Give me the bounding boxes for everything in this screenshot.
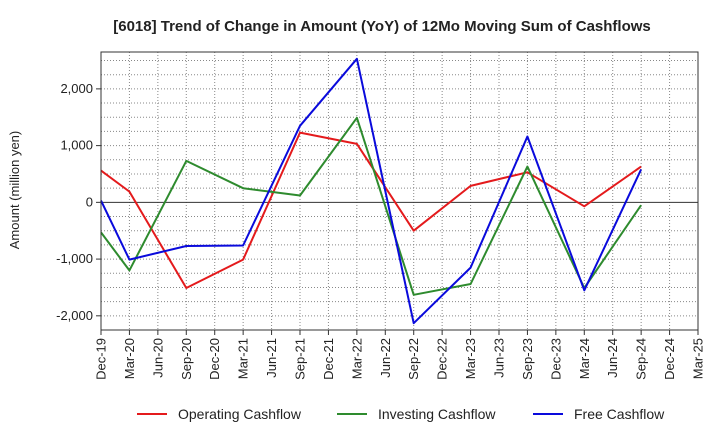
x-tick-label: Jun-21 [264, 338, 279, 378]
x-tick-label: Dec-21 [321, 338, 336, 380]
x-tick-label: Sep-24 [634, 338, 649, 380]
x-tick-label: Dec-24 [662, 338, 677, 380]
x-tick-label: Sep-22 [406, 338, 421, 380]
x-tick-label: Dec-20 [207, 338, 222, 380]
x-tick-label: Jun-20 [150, 338, 165, 378]
y-tick-label: 0 [86, 194, 93, 209]
plot-frame [100, 51, 699, 331]
legend: Operating Cashflow Investing Cashflow Free… [137, 406, 665, 422]
x-tick-label: Mar-24 [577, 338, 592, 379]
series-line-investing-cashflow [100, 116, 642, 296]
x-tick-label: Sep-21 [293, 338, 308, 380]
y-tick-label: 1,000 [60, 138, 93, 153]
x-ticks: Dec-19 Mar-20 Jun-20 Sep-20 Dec-20 Mar-21 Jun-… [94, 330, 706, 380]
legend-label: Operating Cashflow [178, 406, 302, 422]
y-tick-label: 2,000 [60, 81, 93, 96]
x-tick-label: Mar-25 [691, 338, 706, 379]
x-tick-label: Mar-22 [349, 338, 364, 379]
series-line-free-cashflow [100, 57, 643, 325]
x-tick-label: Dec-23 [548, 338, 563, 380]
x-tick-label: Mar-23 [463, 338, 478, 379]
x-tick-label: Dec-22 [435, 338, 450, 380]
x-tick-label: Sep-20 [179, 338, 194, 380]
legend-label: Investing Cashflow [378, 406, 496, 422]
x-tick-label: Sep-23 [520, 338, 535, 380]
legend-label: Free Cashflow [574, 406, 665, 422]
x-tick-label: Jun-23 [492, 338, 507, 378]
x-tick-label: Jun-24 [605, 338, 620, 378]
x-tick-label: Mar-20 [122, 338, 137, 379]
x-tick-label: Dec-19 [94, 338, 109, 380]
series-line-operating-cashflow [100, 131, 642, 289]
y-tick-label: -1,000 [56, 251, 93, 266]
y-ticks: 2,000 1,000 0 -1,000 -2,000 [56, 81, 101, 323]
x-tick-label: Jun-22 [378, 338, 393, 378]
grid [100, 52, 699, 331]
x-tick-label: Mar-21 [236, 338, 251, 379]
chart-title: [6018] Trend of Change in Amount (YoY) o… [113, 18, 651, 35]
y-axis-label: Amount (million yen) [7, 131, 22, 250]
plot-frame [100, 51, 699, 331]
y-tick-label: -2,000 [56, 308, 93, 323]
series-lines [100, 57, 643, 325]
